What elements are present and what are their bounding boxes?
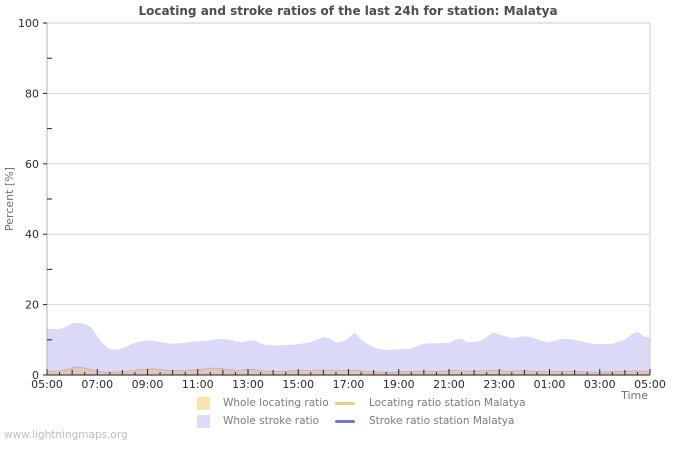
legend-row: Whole stroke ratio Stroke ratio station … (197, 412, 526, 430)
legend-swatch-locating-station-icon (335, 401, 355, 405)
y-axis-title: Percent [%] (3, 167, 16, 231)
area-whole-stroke-ratio (47, 322, 650, 375)
y-axis-label: 80 (25, 87, 39, 100)
plot-layer: 0 20 40 60 80 100 05:00 07:00 09:00 11:00 13:00 15:… (18, 17, 666, 391)
y-axis-label: 40 (25, 228, 39, 241)
chart-legend: Whole locating ratio Locating ratio stat… (197, 394, 526, 430)
x-axis-label: 05:00 (31, 378, 63, 391)
x-axis-label: 01:00 (534, 378, 566, 391)
x-axis-label: 07:00 (81, 378, 113, 391)
legend-label-whole-locating: Whole locating ratio (223, 396, 329, 409)
x-axis-label: 13:00 (232, 378, 264, 391)
x-axis-label: 23:00 (483, 378, 515, 391)
x-axis-label: 15:00 (282, 378, 314, 391)
y-axis-label: 0 (32, 369, 39, 382)
legend-swatch-whole-locating-icon (197, 396, 210, 410)
y-axis-label: 20 (25, 299, 39, 312)
x-axis-label: 17:00 (333, 378, 365, 391)
x-axis-label: 21:00 (433, 378, 465, 391)
x-axis-label: 11:00 (182, 378, 214, 391)
chart-title: Locating and stroke ratios of the last 2… (138, 4, 557, 18)
legend-label-locating-station: Locating ratio station Malatya (369, 396, 526, 409)
x-axis-label: 09:00 (132, 378, 164, 391)
y-axis-label: 100 (18, 17, 39, 30)
legend-swatch-stroke-station-icon (335, 419, 355, 423)
watermark: www.lightningmaps.org (4, 429, 128, 441)
legend-swatch-whole-stroke-icon (197, 414, 210, 428)
y-axis-label: 60 (25, 158, 39, 171)
x-axis-label: 19:00 (383, 378, 415, 391)
legend-label-stroke-station: Stroke ratio station Malatya (369, 414, 515, 427)
x-axis-title: Time (620, 389, 648, 402)
legend-label-whole-stroke: Whole stroke ratio (223, 414, 319, 427)
x-axis-label: 05:00 (634, 378, 666, 391)
legend-row: Whole locating ratio Locating ratio stat… (197, 394, 526, 412)
x-axis-label: 03:00 (584, 378, 616, 391)
